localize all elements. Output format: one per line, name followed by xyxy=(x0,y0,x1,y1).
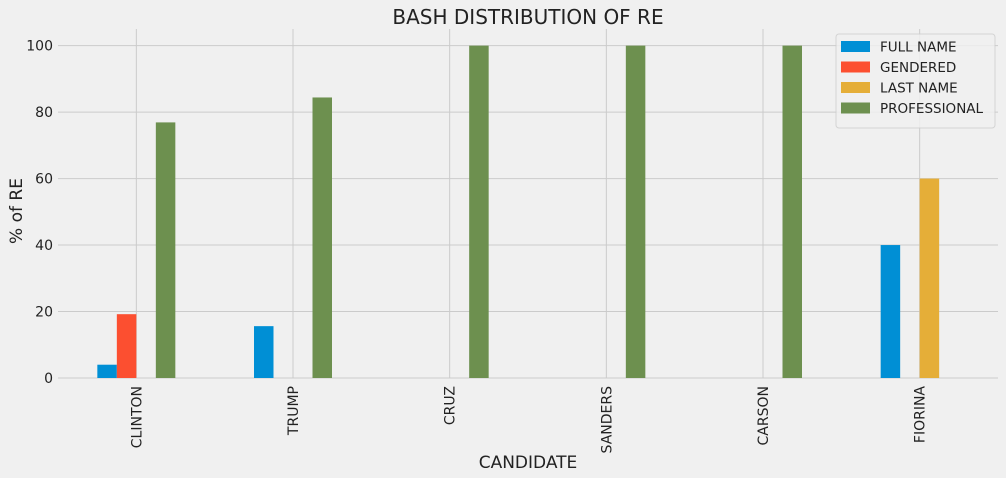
y-tick-labels: 0 20 40 60 80 100 xyxy=(26,39,53,387)
bar-full-name-fiorina xyxy=(880,245,901,378)
bar-full-name-trump xyxy=(254,326,274,378)
legend-swatch xyxy=(841,82,870,93)
chart-title: BASH DISTRIBUTION OF RE xyxy=(392,5,663,29)
y-tick-label: 60 xyxy=(35,172,53,188)
y-axis-label: % of RE xyxy=(7,178,27,244)
legend-label: LAST NAME xyxy=(880,81,958,97)
y-tick-label: 100 xyxy=(26,39,53,55)
legend-label: GENDERED xyxy=(880,60,956,76)
y-tick-label: 20 xyxy=(35,305,53,321)
bar-professional-trump xyxy=(312,97,332,379)
bar-gendered-clinton xyxy=(116,314,137,378)
x-tick-label: FIORINA xyxy=(913,386,929,444)
legend-label: FULL NAME xyxy=(880,40,957,56)
y-tick-label: 80 xyxy=(35,105,53,121)
bars xyxy=(97,45,940,379)
x-axis-label: CANDIDATE xyxy=(479,453,578,473)
bar-professional-carson xyxy=(782,45,802,378)
legend-swatch xyxy=(841,41,870,52)
bar-professional-cruz xyxy=(469,45,489,378)
legend-swatch xyxy=(841,61,870,73)
x-tick-label: SANDERS xyxy=(599,386,615,454)
bar-professional-clinton xyxy=(155,122,176,378)
y-tick-label: 0 xyxy=(44,371,53,387)
legend: FULL NAME GENDERED LAST NAME PROFESSIONAL xyxy=(835,33,996,129)
x-tick-label: CARSON xyxy=(756,386,772,445)
x-tick-label: CRUZ xyxy=(443,386,459,425)
x-tick-label: TRUMP xyxy=(286,386,302,436)
x-tick-labels: CLINTON TRUMP CRUZ SANDERS CARSON FIORINA xyxy=(129,386,928,454)
legend-box xyxy=(835,33,996,129)
legend-label: PROFESSIONAL xyxy=(880,101,984,117)
bar-full-name-clinton xyxy=(97,364,117,378)
bar-last-name-fiorina xyxy=(919,178,940,378)
y-tick-label: 40 xyxy=(35,238,53,254)
legend-swatch xyxy=(841,102,870,114)
bar-professional-sanders xyxy=(625,45,646,378)
x-tick-label: CLINTON xyxy=(129,386,145,448)
